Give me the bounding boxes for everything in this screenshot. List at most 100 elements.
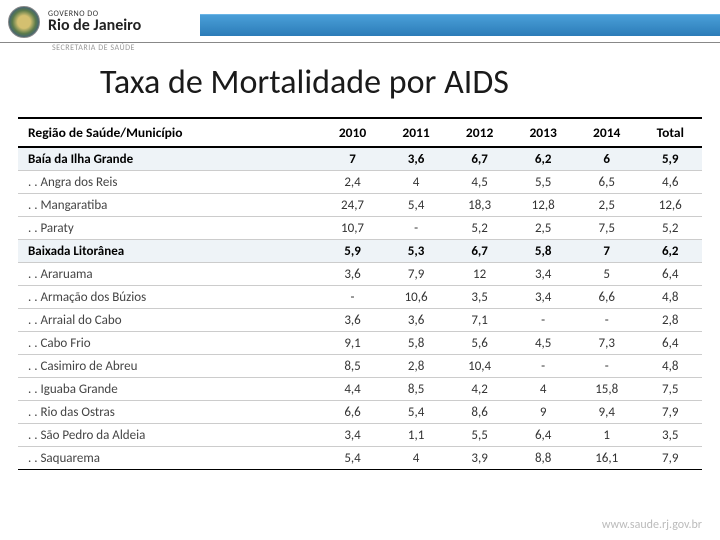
table-cell: . . Armação dos Búzios: [18, 286, 321, 309]
table-cell: 7,1: [448, 309, 512, 332]
table-cell: 5,4: [384, 401, 448, 424]
table-cell: -: [575, 355, 639, 378]
table-cell: 4: [384, 171, 448, 194]
table-cell: 4,4: [321, 378, 385, 401]
table-cell: 3,5: [448, 286, 512, 309]
table-cell: 3,4: [511, 263, 575, 286]
col-header: Região de Saúde/Município: [18, 118, 321, 147]
table-cell: 6,4: [638, 263, 702, 286]
table-row: . . São Pedro da Aldeia3,41,15,56,413,5: [18, 424, 702, 447]
table-cell: 5,9: [321, 240, 385, 263]
table-cell: 3,6: [321, 263, 385, 286]
table-cell: . . Angra dos Reis: [18, 171, 321, 194]
table-row: . . Iguaba Grande4,48,54,2415,87,5: [18, 378, 702, 401]
table-cell: 9,1: [321, 332, 385, 355]
table-cell: Baía da Ilha Grande: [18, 147, 321, 171]
table-cell: -: [575, 309, 639, 332]
table-cell: 4,5: [448, 171, 512, 194]
secretaria-text: SECRETARIA DE SAÚDE: [52, 44, 135, 52]
table-cell: 18,3: [448, 194, 512, 217]
table-cell: 4: [511, 378, 575, 401]
table-cell: . . Arraial do Cabo: [18, 309, 321, 332]
table-cell: 8,5: [321, 355, 385, 378]
table-cell: 4,6: [638, 171, 702, 194]
table-cell: 6,4: [511, 424, 575, 447]
table-cell: -: [511, 309, 575, 332]
table-cell: 5,9: [638, 147, 702, 171]
table-cell: 4,8: [638, 286, 702, 309]
table-cell: 7,9: [638, 401, 702, 424]
table-cell: 6,7: [448, 240, 512, 263]
state-seal-icon: [8, 6, 40, 38]
table-cell: Baixada Litorânea: [18, 240, 321, 263]
table-cell: 6,6: [575, 286, 639, 309]
gov-main-text: Rio de Janeiro: [48, 18, 141, 34]
col-header: Total: [638, 118, 702, 147]
table-cell: 7: [575, 240, 639, 263]
table-cell: 1,1: [384, 424, 448, 447]
table-cell: 6,7: [448, 147, 512, 171]
table-cell: 6: [575, 147, 639, 171]
footer-url: www.saude.rj.gov.br: [602, 518, 702, 532]
table-cell: 2,5: [575, 194, 639, 217]
table-cell: 3,6: [384, 147, 448, 171]
table-row: . . Mangaratiba24,75,418,312,82,512,6: [18, 194, 702, 217]
table-cell: 7,5: [638, 378, 702, 401]
table-cell: 6,5: [575, 171, 639, 194]
table-cell: 5,2: [638, 217, 702, 240]
table-cell: 3,5: [638, 424, 702, 447]
table-cell: 7,3: [575, 332, 639, 355]
table-cell: 10,4: [448, 355, 512, 378]
table-row: . . Rio das Ostras6,65,48,699,47,9: [18, 401, 702, 424]
table-cell: 5,8: [384, 332, 448, 355]
table-cell: 4,2: [448, 378, 512, 401]
header-accent-bar: [200, 14, 720, 36]
table-cell: 4,5: [511, 332, 575, 355]
table-cell: 3,4: [511, 286, 575, 309]
table-cell: 1: [575, 424, 639, 447]
col-header: 2012: [448, 118, 512, 147]
table-cell: 2,4: [321, 171, 385, 194]
table-cell: 10,7: [321, 217, 385, 240]
table-cell: -: [511, 355, 575, 378]
table-cell: 5,5: [448, 424, 512, 447]
table-cell: 12,6: [638, 194, 702, 217]
table-row: . . Araruama3,67,9123,456,4: [18, 263, 702, 286]
table-row: . . Casimiro de Abreu8,52,810,4--4,8: [18, 355, 702, 378]
table-cell: 5,6: [448, 332, 512, 355]
table-cell: 3,6: [384, 309, 448, 332]
table-row: . . Saquarema5,443,98,816,17,9: [18, 447, 702, 470]
table-cell: 10,6: [384, 286, 448, 309]
table-cell: . . Rio das Ostras: [18, 401, 321, 424]
gov-text-block: GOVERNO DO Rio de Janeiro: [48, 10, 141, 34]
table-cell: . . Casimiro de Abreu: [18, 355, 321, 378]
region-row: Baixada Litorânea5,95,36,75,876,2: [18, 240, 702, 263]
table-cell: 16,1: [575, 447, 639, 470]
table-cell: . . Saquarema: [18, 447, 321, 470]
table-cell: 6,4: [638, 332, 702, 355]
table-cell: 3,6: [321, 309, 385, 332]
table-cell: . . Mangaratiba: [18, 194, 321, 217]
page-title: Taxa de Mortalidade por AIDS: [0, 56, 720, 117]
table-cell: 2,8: [638, 309, 702, 332]
table-cell: 2,5: [511, 217, 575, 240]
table-cell: 5: [575, 263, 639, 286]
table-cell: 7: [321, 147, 385, 171]
table-cell: 9: [511, 401, 575, 424]
table-cell: 6,2: [511, 147, 575, 171]
table-cell: 6,2: [638, 240, 702, 263]
table-cell: 8,5: [384, 378, 448, 401]
table-cell: . . Cabo Frio: [18, 332, 321, 355]
mortality-table: Região de Saúde/Município201020112012201…: [18, 117, 702, 470]
col-header: 2013: [511, 118, 575, 147]
table-cell: 6,6: [321, 401, 385, 424]
table-cell: 4,8: [638, 355, 702, 378]
table-cell: . . Araruama: [18, 263, 321, 286]
table-row: . . Cabo Frio9,15,85,64,57,36,4: [18, 332, 702, 355]
region-row: Baía da Ilha Grande73,66,76,265,9: [18, 147, 702, 171]
table-cell: . . São Pedro da Aldeia: [18, 424, 321, 447]
table-cell: -: [321, 286, 385, 309]
table-cell: 12,8: [511, 194, 575, 217]
table-row: . . Arraial do Cabo3,63,67,1--2,8: [18, 309, 702, 332]
table-cell: 7,9: [384, 263, 448, 286]
